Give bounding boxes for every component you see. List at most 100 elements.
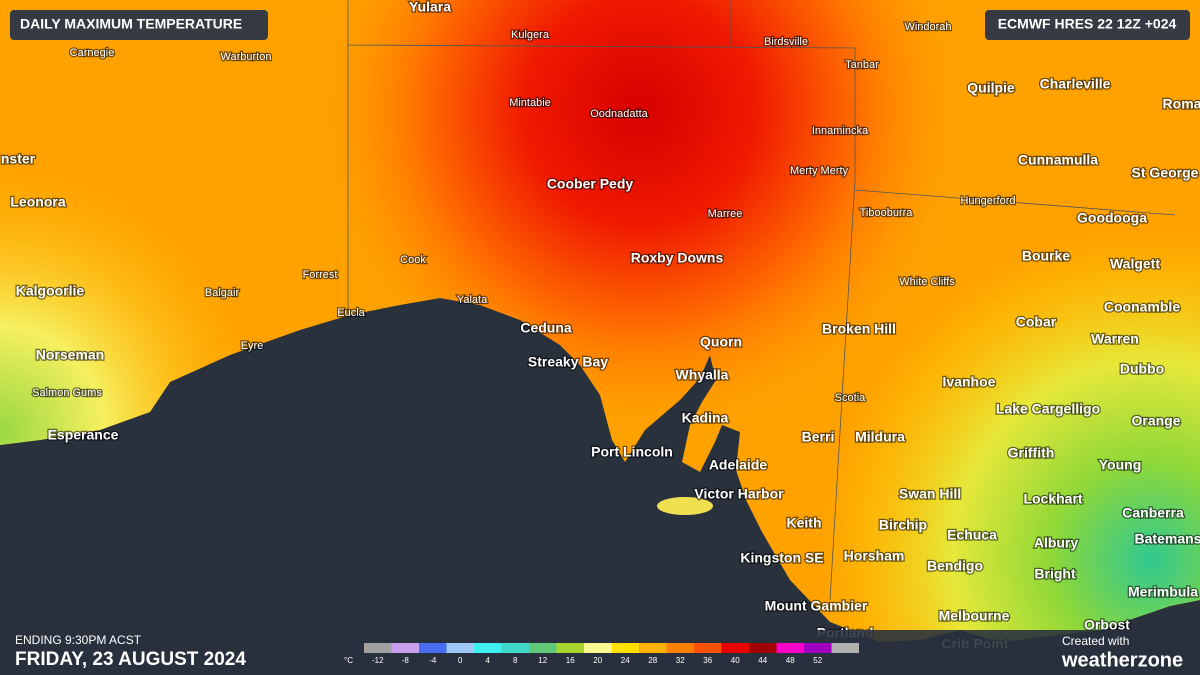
legend-swatch <box>639 643 667 653</box>
place-label: Bourke <box>1022 248 1070 264</box>
place-label: Merty Merty <box>790 165 849 177</box>
place-label: Whyalla <box>676 367 729 383</box>
place-label: Mount Gambier <box>765 598 868 614</box>
ending-label: ENDING 9:30PM ACST <box>15 633 142 647</box>
place-label: Mildura <box>855 429 905 445</box>
place-label: Tibooburra <box>860 207 914 219</box>
legend-swatch <box>831 643 859 653</box>
brand-logo: weatherzone <box>1061 649 1183 671</box>
place-label: Young <box>1099 457 1142 473</box>
place-label: Swan Hill <box>899 486 961 502</box>
legend-swatch <box>474 643 502 653</box>
title-box <box>10 10 268 40</box>
place-label: Cunnamulla <box>1018 152 1098 168</box>
place-label: Quilpie <box>967 80 1015 96</box>
place-label: Coonamble <box>1104 299 1180 315</box>
place-label: Batemans <box>1135 531 1200 547</box>
legend-label: -12 <box>372 656 384 665</box>
legend-swatch <box>804 643 832 653</box>
place-label: Salmon Gums <box>32 387 102 399</box>
legend-swatch <box>529 643 557 653</box>
place-label: Kalgoorlie <box>16 283 85 299</box>
place-label: Griffith <box>1008 445 1055 461</box>
legend: °C -12 -8 -4 0 4 8 12 16 20 24 28 32 36 40 44 48 52 <box>344 643 859 665</box>
place-label: Ceduna <box>520 320 572 336</box>
place-label: Berri <box>802 429 835 445</box>
legend-swatch <box>666 643 694 653</box>
legend-swatch <box>721 643 749 653</box>
place-label: Esperance <box>48 427 119 443</box>
place-label: Norseman <box>36 347 104 363</box>
place-label: Leonora <box>10 194 65 210</box>
place-label: Tanbar <box>845 59 879 71</box>
place-label: Echuca <box>947 527 997 543</box>
place-label: Yalata <box>457 294 488 306</box>
places: Yulara Kulgera Birdsville Windorah Carnegie W… <box>0 0 1200 653</box>
place-label: Melbourne <box>939 608 1010 624</box>
legend-label: 28 <box>648 656 657 665</box>
legend-label: 0 <box>458 656 463 665</box>
legend-swatch <box>694 643 722 653</box>
legend-swatch <box>501 643 529 653</box>
legend-label: 44 <box>758 656 767 665</box>
place-label: Adelaide <box>709 457 768 473</box>
place-label: Lake Cargelligo <box>996 401 1100 417</box>
legend-swatch <box>611 643 639 653</box>
place-label: Kingston SE <box>740 550 823 566</box>
legend-label: 40 <box>731 656 740 665</box>
place-label: Charleville <box>1040 76 1111 92</box>
model-label: ECMWF HRES 22 12Z +024 <box>998 16 1177 32</box>
place-label: Cobar <box>1016 314 1057 330</box>
place-label: Streaky Bay <box>528 354 608 370</box>
place-label: Eucla <box>337 307 365 319</box>
credit-label: Created with <box>1062 634 1129 648</box>
place-label: Mintabie <box>509 97 551 109</box>
legend-swatch <box>584 643 612 653</box>
place-label: Eyre <box>241 340 264 352</box>
place-label: St George <box>1132 165 1199 181</box>
legend-swatch <box>391 643 419 653</box>
place-label: Balgair <box>205 287 240 299</box>
place-label: nster <box>1 151 36 167</box>
place-label: Port Lincoln <box>591 444 673 460</box>
legend-label: 48 <box>786 656 795 665</box>
place-label: Yulara <box>409 0 451 15</box>
place-label: Innamincka <box>812 125 869 137</box>
place-label: Kadina <box>682 410 729 426</box>
place-label: Albury <box>1034 535 1079 551</box>
place-label: Oodnadatta <box>590 108 648 120</box>
island <box>657 497 713 515</box>
legend-label: 8 <box>513 656 518 665</box>
legend-label: -8 <box>402 656 410 665</box>
place-label: Dubbo <box>1120 361 1164 377</box>
place-label: Birdsville <box>764 36 808 48</box>
place-label: Coober Pedy <box>547 176 634 192</box>
place-label: Warren <box>1091 331 1139 347</box>
legend-swatch <box>419 643 447 653</box>
place-label: Ivanhoe <box>943 374 996 390</box>
place-label: Keith <box>787 515 822 531</box>
place-label: Merimbula <box>1128 584 1198 600</box>
title: DAILY MAXIMUM TEMPERATURE <box>20 16 242 32</box>
place-label: White Cliffs <box>899 276 955 288</box>
place-label: Bright <box>1034 566 1076 582</box>
place-label: Scotia <box>835 392 866 404</box>
model-box <box>985 10 1190 40</box>
legend-swatch <box>776 643 804 653</box>
legend-label: 16 <box>566 656 575 665</box>
place-label: Roma <box>1163 96 1200 112</box>
place-label: Walgett <box>1110 256 1160 272</box>
place-label: Goodooga <box>1077 210 1147 226</box>
place-label: Bendigo <box>927 558 983 574</box>
place-label: Orange <box>1131 413 1180 429</box>
place-label: Birchip <box>879 517 927 533</box>
legend-label: 20 <box>593 656 602 665</box>
place-label: Windorah <box>904 21 951 33</box>
borders <box>347 0 1176 601</box>
legend-swatch <box>446 643 474 653</box>
place-label: Marree <box>708 208 743 220</box>
legend-swatch <box>749 643 777 653</box>
legend-label: 36 <box>703 656 712 665</box>
